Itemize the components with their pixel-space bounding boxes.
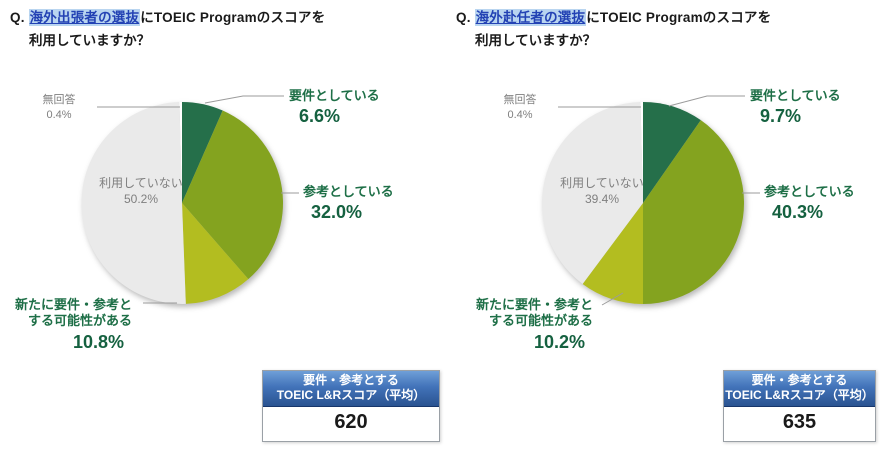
average-score-box: 要件・参考とする TOEIC L&Rスコア（平均） 620 [262, 370, 440, 442]
pie-slice [643, 102, 701, 203]
pie-slice [182, 110, 284, 280]
average-score-value: 635 [724, 407, 875, 441]
value-required: 9.7% [760, 106, 802, 126]
pie-slice [81, 102, 186, 304]
score-box-header: 要件・参考とする TOEIC L&Rスコア（平均） [724, 371, 875, 407]
value-not-used: 39.4% [584, 192, 620, 206]
question-title: Q. 海外出張者の選抜にTOEIC Programのスコアを [10, 6, 325, 26]
label-no-answer: 無回答 0.4% [42, 94, 76, 121]
average-score-box: 要件・参考とする TOEIC L&Rスコア（平均） 635 [723, 370, 876, 442]
label-reference: 参考としている 32.0% [303, 184, 394, 222]
question-rest: にTOEIC Programのスコアを [586, 10, 772, 25]
pie-slice [643, 120, 745, 305]
value-required: 6.6% [299, 106, 341, 126]
label-possible-future: 新たに要件・参考と する可能性がある 10.2% [461, 297, 593, 353]
question-rest: にTOEIC Programのスコアを [140, 10, 326, 25]
pie-slice [541, 102, 643, 284]
pie-area: 無回答 0.4% 要件としている 6.6% 参考としている 32.0% 新たに要… [0, 58, 446, 368]
label-no-answer: 無回答 0.4% [503, 94, 537, 121]
label-not-used: 利用していない 50.2% [78, 175, 204, 207]
value-possible-future: 10.2% [533, 332, 585, 352]
pie-chart [541, 95, 760, 306]
question-title-line2: 利用していますか？ [475, 33, 597, 48]
label-required: 要件としている 6.6% [289, 88, 380, 126]
pie-slice [179, 101, 182, 203]
panel-overseas-assignee: Q. 海外赴任者の選抜にTOEIC Programのスコアを 利用していますか？… [446, 0, 892, 449]
score-box-header: 要件・参考とする TOEIC L&Rスコア（平均） [263, 371, 439, 407]
value-reference: 40.3% [772, 202, 824, 222]
question-title-line2: 利用していますか？ [29, 33, 151, 48]
value-possible-future: 10.8% [72, 332, 124, 352]
label-reference: 参考としている 40.3% [764, 184, 855, 222]
leader-lines [558, 95, 760, 306]
question-highlight: 海外赴任者の選抜 [474, 9, 587, 26]
pie-area: 無回答 0.4% 要件としている 9.7% 参考としている 40.3% 新たに要… [461, 58, 892, 368]
label-not-used: 利用していない 39.4% [539, 175, 665, 207]
question-prefix: Q. [456, 10, 475, 25]
question-title: Q. 海外赴任者の選抜にTOEIC Programのスコアを [456, 6, 771, 26]
leader-lines [97, 95, 299, 304]
pie-slice [182, 102, 223, 203]
question-highlight: 海外出張者の選抜 [28, 9, 141, 26]
panel-overseas-business-trip: Q. 海外出張者の選抜にTOEIC Programのスコアを 利用していますか？… [0, 6, 446, 442]
pie-chart [81, 95, 299, 304]
pie-slice [182, 203, 249, 304]
pie-slice [640, 101, 643, 203]
question-prefix: Q. [10, 10, 29, 25]
label-required: 要件としている 9.7% [750, 88, 841, 126]
value-reference: 32.0% [311, 202, 363, 222]
value-not-used: 50.2% [123, 192, 159, 206]
average-score-value: 620 [263, 407, 439, 441]
pie-slice [582, 203, 643, 304]
label-possible-future: 新たに要件・参考と する可能性がある 10.8% [0, 297, 132, 353]
